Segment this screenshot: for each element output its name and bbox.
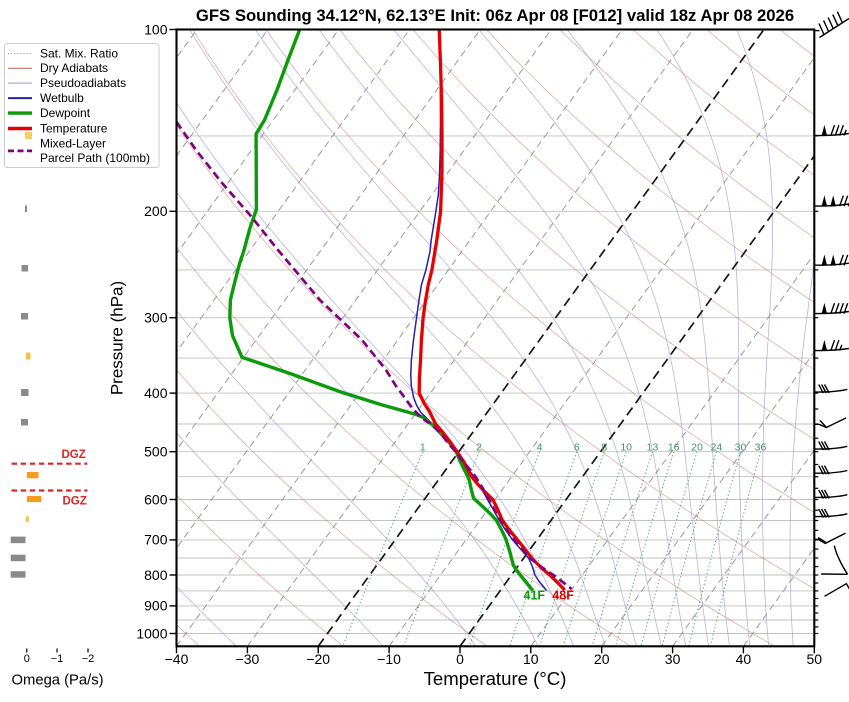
svg-text:Pressure (hPa): Pressure (hPa)	[108, 281, 127, 395]
svg-text:−40: −40	[165, 651, 189, 667]
svg-text:−20: −20	[306, 651, 330, 667]
svg-text:10: 10	[620, 442, 632, 454]
svg-text:−10: −10	[377, 651, 401, 667]
svg-text:30: 30	[735, 442, 747, 454]
svg-text:Wetbulb: Wetbulb	[40, 91, 84, 105]
svg-text:Pseudoadiabats: Pseudoadiabats	[40, 76, 126, 90]
svg-text:Dry Adiabats: Dry Adiabats	[40, 61, 108, 75]
svg-text:600: 600	[144, 491, 168, 507]
svg-text:4: 4	[537, 442, 543, 454]
svg-text:100: 100	[144, 21, 168, 37]
svg-text:DGZ: DGZ	[62, 449, 86, 461]
svg-text:Mixed-Layer: Mixed-Layer	[40, 137, 106, 151]
svg-text:−2: −2	[82, 653, 95, 665]
svg-text:300: 300	[144, 310, 168, 326]
svg-text:20: 20	[594, 651, 610, 667]
svg-text:Dewpoint: Dewpoint	[40, 106, 91, 120]
svg-text:Temperature (°C): Temperature (°C)	[424, 668, 567, 689]
svg-text:700: 700	[144, 532, 168, 548]
svg-text:900: 900	[144, 598, 168, 614]
svg-text:30: 30	[665, 651, 681, 667]
svg-text:0: 0	[456, 651, 464, 667]
svg-text:−1: −1	[51, 653, 64, 665]
svg-text:Parcel Path (100mb): Parcel Path (100mb)	[40, 151, 150, 165]
svg-text:Temperature: Temperature	[40, 121, 108, 135]
svg-text:Omega (Pa/s): Omega (Pa/s)	[12, 673, 104, 689]
svg-text:8: 8	[601, 442, 607, 454]
svg-text:36: 36	[755, 442, 767, 454]
svg-text:50: 50	[807, 651, 823, 667]
svg-text:10: 10	[523, 651, 539, 667]
svg-text:500: 500	[144, 444, 168, 460]
svg-text:41F: 41F	[524, 589, 546, 603]
svg-text:GFS Sounding 34.12°N, 62.13°E: GFS Sounding 34.12°N, 62.13°E Init: 06z …	[196, 6, 794, 25]
svg-text:48F: 48F	[552, 589, 574, 603]
svg-text:20: 20	[691, 442, 703, 454]
svg-text:24: 24	[711, 442, 723, 454]
svg-text:16: 16	[668, 442, 680, 454]
svg-text:−30: −30	[236, 651, 260, 667]
svg-text:6: 6	[574, 442, 580, 454]
svg-text:200: 200	[144, 203, 168, 219]
svg-text:0: 0	[24, 653, 30, 665]
svg-text:40: 40	[736, 651, 752, 667]
svg-text:400: 400	[144, 385, 168, 401]
svg-text:800: 800	[144, 567, 168, 583]
svg-text:Sat. Mix. Ratio: Sat. Mix. Ratio	[40, 46, 118, 60]
svg-text:2: 2	[476, 442, 482, 454]
svg-text:13: 13	[647, 442, 659, 454]
svg-text:1000: 1000	[136, 625, 167, 641]
svg-text:DGZ: DGZ	[63, 495, 87, 507]
svg-text:1: 1	[420, 442, 426, 454]
